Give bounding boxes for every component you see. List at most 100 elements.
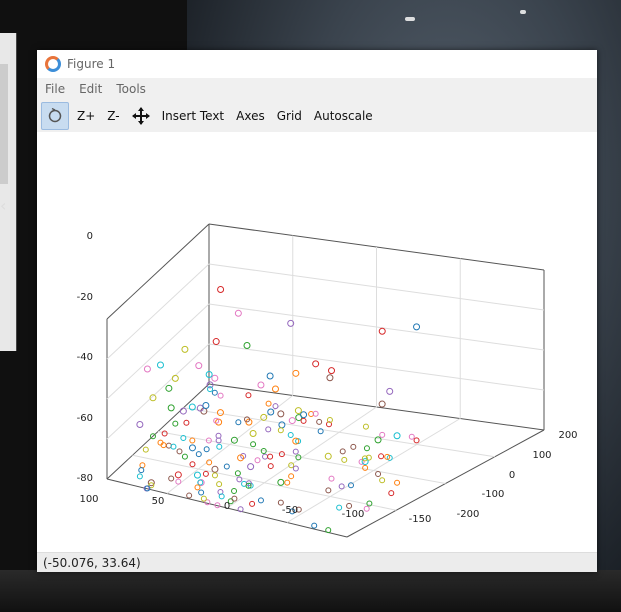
data-point <box>295 454 302 461</box>
data-point <box>148 482 155 489</box>
rotate-button[interactable] <box>41 102 69 130</box>
data-point <box>237 506 244 513</box>
data-point <box>378 453 385 460</box>
zoom-in-button[interactable]: Z+ <box>77 109 96 123</box>
data-point <box>202 470 209 477</box>
data-point <box>413 437 420 444</box>
data-point <box>149 394 157 402</box>
rotate-icon <box>48 108 62 123</box>
data-point <box>284 479 291 486</box>
grid-line <box>106 343 210 440</box>
grid-line <box>106 263 210 360</box>
title-bar[interactable]: Figure 1 <box>37 50 597 78</box>
grid-button[interactable]: Grid <box>276 109 302 123</box>
pan-button[interactable] <box>131 107 150 125</box>
x-tick-label: -50 <box>282 505 298 516</box>
data-point <box>277 499 284 506</box>
data-point <box>231 495 238 502</box>
z-tick-label: 0 <box>87 231 93 242</box>
data-point <box>179 407 187 415</box>
menu-tools[interactable]: Tools <box>116 82 146 96</box>
data-point <box>244 416 251 423</box>
autoscale-button[interactable]: Autoscale <box>313 109 373 123</box>
data-point <box>167 404 175 412</box>
data-point <box>243 342 251 350</box>
data-point <box>257 497 264 504</box>
data-point <box>265 426 272 433</box>
data-point <box>247 463 255 471</box>
data-point <box>361 458 369 466</box>
plot-area[interactable]: 0 -20 -40 -60 -80 100 50 0 -50 -100 -150 200 100 0 -10… <box>37 132 597 552</box>
data-point <box>249 429 257 437</box>
data-point <box>200 495 207 502</box>
data-point <box>250 441 257 448</box>
data-point <box>288 473 295 480</box>
data-point <box>206 381 214 389</box>
data-point <box>336 504 343 511</box>
data-point <box>384 453 391 460</box>
data-point <box>260 448 267 455</box>
data-point <box>143 365 151 373</box>
y-tick-label: -100 <box>482 489 505 500</box>
data-point <box>147 479 155 487</box>
menu-bar: File Edit Tools <box>37 78 597 100</box>
data-point <box>237 454 245 462</box>
data-point <box>249 500 256 507</box>
data-point <box>316 418 323 425</box>
z-tick-label: -60 <box>77 413 93 424</box>
data-point <box>312 360 320 368</box>
y-tick-label: 100 <box>532 450 551 461</box>
data-point <box>245 482 252 489</box>
data-point <box>189 461 196 468</box>
data-point <box>317 428 324 435</box>
data-point <box>388 490 395 497</box>
data-point <box>328 367 336 375</box>
menu-edit[interactable]: Edit <box>79 82 103 96</box>
data-point <box>278 451 285 458</box>
chevron-left-icon[interactable]: ‹ <box>0 196 7 215</box>
x-tick-label: 50 <box>152 496 165 507</box>
background-stage <box>0 570 621 612</box>
data-point <box>365 454 372 461</box>
menu-file[interactable]: File <box>45 82 66 96</box>
data-point <box>196 404 204 412</box>
data-point <box>326 417 333 424</box>
x-tick-label: -150 <box>409 514 432 525</box>
plot-canvas[interactable]: 0 -20 -40 -60 -80 100 50 0 -50 -100 -150 200 100 0 -10… <box>37 132 597 552</box>
data-point <box>254 457 261 464</box>
window-title: Figure 1 <box>67 57 116 71</box>
data-point <box>277 478 285 486</box>
app-icon <box>45 56 61 72</box>
data-point <box>338 483 345 490</box>
data-point <box>346 502 353 509</box>
data-point <box>379 431 386 438</box>
data-point <box>195 362 203 370</box>
x-tick-label: 0 <box>224 501 230 512</box>
data-point <box>350 443 357 450</box>
data-point <box>138 467 145 474</box>
grid-line <box>208 343 545 391</box>
data-point <box>181 345 189 353</box>
data-point <box>339 448 346 455</box>
insert-text-button[interactable]: Insert Text <box>161 109 225 123</box>
data-point <box>160 442 167 449</box>
data-point <box>136 473 143 480</box>
data-point <box>378 327 386 335</box>
data-point <box>267 453 274 460</box>
data-point <box>245 480 252 487</box>
zoom-out-button[interactable]: Z- <box>107 109 120 123</box>
data-point <box>271 385 279 393</box>
data-point <box>325 487 332 494</box>
y-tick-label: 200 <box>558 430 577 441</box>
axes-button[interactable]: Axes <box>236 109 265 123</box>
data-point <box>202 402 210 410</box>
grid-line <box>286 418 461 523</box>
data-point <box>180 435 187 442</box>
data-point <box>216 481 223 488</box>
data-point <box>375 470 382 477</box>
data-point <box>325 527 332 534</box>
data-point <box>312 410 319 417</box>
z-tick-label: -80 <box>77 473 93 484</box>
data-point <box>362 423 369 430</box>
data-point <box>277 427 284 434</box>
